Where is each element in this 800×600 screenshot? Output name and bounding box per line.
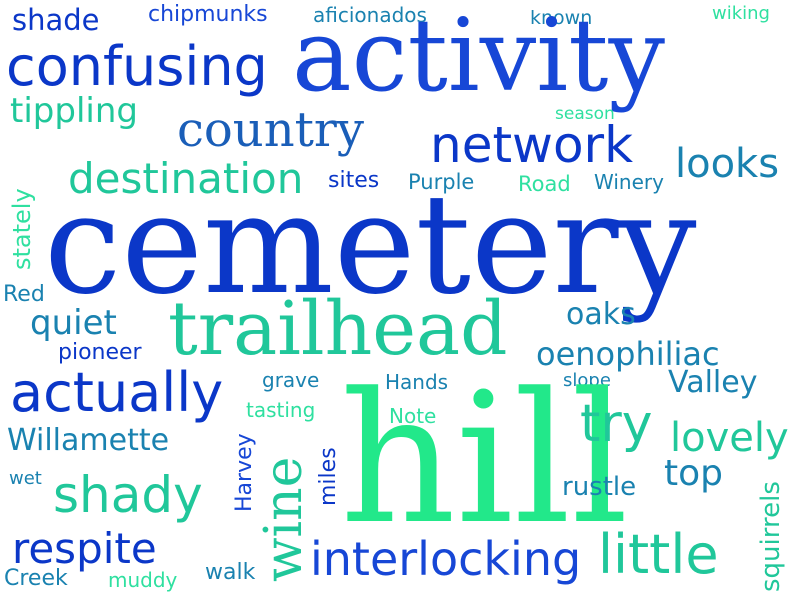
- word-activity: activity: [292, 0, 665, 114]
- word-red: Red: [3, 282, 45, 307]
- word-grave: grave: [262, 368, 320, 392]
- word-oaks: oaks: [566, 297, 636, 332]
- word-pioneer: pioneer: [58, 340, 142, 365]
- word-hill: hill: [340, 355, 629, 564]
- word-little: little: [598, 523, 719, 586]
- word-try: try: [580, 394, 653, 454]
- word-valley: Valley: [668, 365, 758, 400]
- word-tasting: tasting: [246, 398, 316, 422]
- word-wine: wine: [254, 456, 314, 582]
- word-wiking: wiking: [712, 3, 770, 24]
- word-squirrels: squirrels: [756, 481, 786, 592]
- word-road: Road: [518, 172, 571, 196]
- word-trailhead: trailhead: [168, 286, 508, 372]
- word-slope: slope: [563, 370, 611, 391]
- word-walk: walk: [205, 560, 256, 585]
- word-oenophiliac: oenophiliac: [536, 335, 720, 373]
- word-shady: shady: [53, 466, 203, 524]
- word-lovely: lovely: [670, 415, 789, 461]
- word-looks: looks: [675, 141, 780, 187]
- word-shade: shade: [12, 3, 100, 37]
- word-interlocking: interlocking: [310, 532, 582, 586]
- word-network: network: [430, 116, 634, 174]
- word-season: season: [555, 104, 615, 124]
- word-actually: actually: [10, 361, 224, 424]
- word-top: top: [664, 453, 723, 494]
- word-wet: wet: [9, 468, 42, 489]
- word-winery: Winery: [594, 170, 664, 194]
- word-hands: Hands: [385, 370, 449, 394]
- word-known: known: [530, 7, 593, 29]
- word-chipmunks: chipmunks: [148, 2, 268, 27]
- word-purple: Purple: [408, 170, 475, 194]
- word-creek: Creek: [4, 566, 68, 591]
- word-rustle: rustle: [562, 472, 637, 502]
- word-harvey: Harvey: [232, 433, 257, 512]
- word-destination: destination: [68, 154, 304, 203]
- word-miles: miles: [316, 447, 341, 506]
- word-confusing: confusing: [6, 35, 268, 98]
- word-quiet: quiet: [30, 303, 117, 343]
- word-muddy: muddy: [108, 568, 178, 592]
- word-tippling: tippling: [10, 91, 138, 131]
- word-stately: stately: [8, 188, 36, 270]
- word-sites: sites: [328, 168, 380, 193]
- word-aficionados: aficionados: [313, 3, 427, 27]
- word-note: Note: [389, 404, 437, 428]
- word-willamette: Willamette: [7, 423, 170, 458]
- word-respite: respite: [12, 524, 157, 573]
- word-cemetery: cemetery: [44, 164, 697, 325]
- word-country: country: [177, 102, 364, 158]
